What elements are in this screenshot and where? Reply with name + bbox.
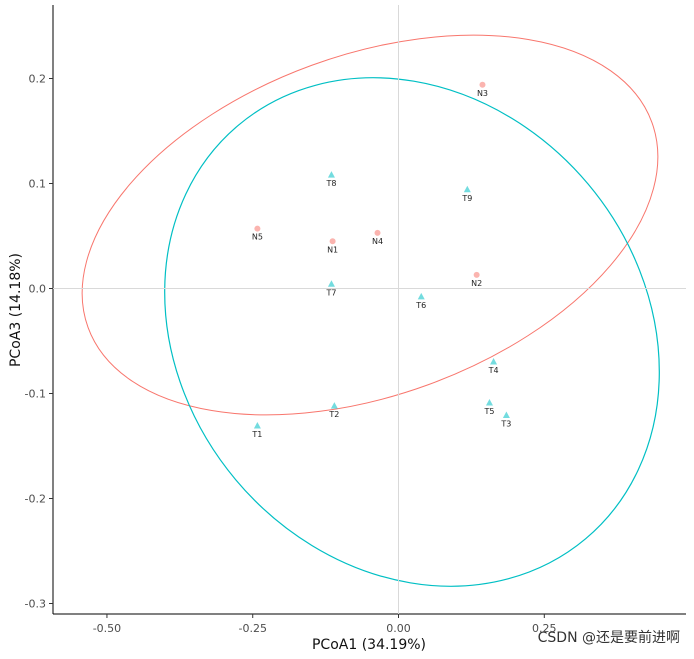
- point-label: N2: [471, 279, 482, 288]
- point: [327, 280, 335, 287]
- point: [329, 238, 336, 245]
- point-label: T9: [461, 194, 472, 203]
- point: [327, 171, 335, 178]
- point: [330, 402, 338, 409]
- group-ellipse: [81, 34, 659, 416]
- y-tick-label: -0.3: [25, 598, 46, 611]
- watermark: CSDN @还是要前进啊: [538, 629, 680, 646]
- y-axis-label: PCoA3 (14.18%): [8, 253, 24, 367]
- point: [417, 292, 425, 300]
- point-label: N1: [327, 245, 338, 254]
- group-ellipse: [164, 77, 660, 587]
- point-label: N4: [372, 237, 383, 246]
- point-label: T8: [325, 179, 336, 188]
- y-tick-label: -0.1: [25, 388, 46, 401]
- x-tick-label: 0.25: [532, 622, 557, 635]
- y-tick-label: 0.2: [29, 73, 47, 86]
- point-label: T7: [325, 288, 336, 297]
- x-tick-label: -0.25: [238, 622, 266, 635]
- point-label: T2: [328, 410, 339, 419]
- point: [473, 271, 480, 278]
- point-label: N3: [477, 89, 488, 98]
- point: [479, 81, 486, 88]
- point-label: T1: [251, 430, 262, 439]
- point-label: N5: [252, 233, 263, 242]
- x-axis-label: PCoA1 (34.19%): [312, 637, 426, 653]
- point-label: T3: [500, 420, 511, 429]
- point: [254, 225, 261, 232]
- point: [463, 185, 471, 193]
- y-tick-label: 0.0: [29, 283, 47, 296]
- point-label: T5: [483, 407, 494, 416]
- x-tick-label: 0.00: [386, 622, 411, 635]
- point: [490, 358, 498, 365]
- point: [253, 422, 261, 429]
- x-tick-label: -0.50: [93, 622, 121, 635]
- point: [485, 398, 493, 406]
- y-tick-label: 0.1: [29, 178, 47, 191]
- point: [374, 229, 381, 236]
- point: [502, 411, 510, 419]
- y-tick-label: -0.2: [25, 493, 46, 506]
- point-label: T4: [488, 366, 499, 375]
- point-label: T6: [415, 301, 426, 310]
